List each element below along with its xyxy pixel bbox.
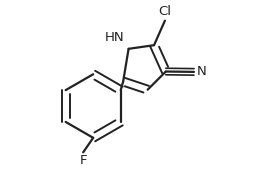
- Text: N: N: [197, 65, 206, 78]
- Text: F: F: [80, 154, 87, 167]
- Text: HN: HN: [104, 31, 124, 44]
- Text: Cl: Cl: [159, 5, 171, 18]
